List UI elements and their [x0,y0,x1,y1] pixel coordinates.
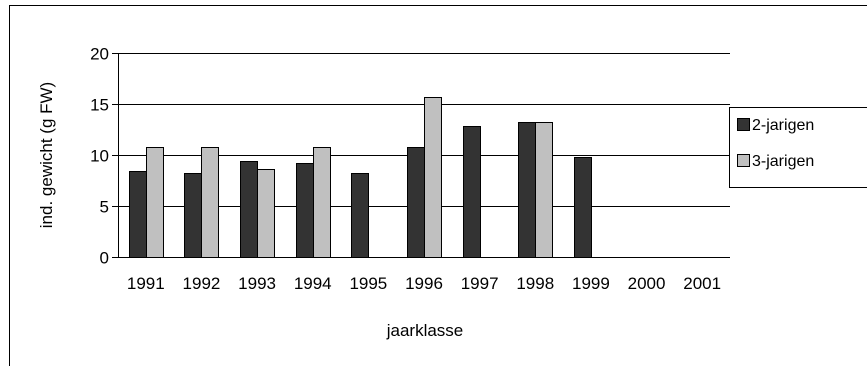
chart-area-border [9,5,867,366]
x-tick-label: 2001 [683,274,721,293]
y-axis-ticks: 0 5 10 15 20 [90,45,118,268]
x-tick-label: 2000 [628,274,666,293]
y-tick-label: 10 [90,147,109,166]
bar-2-jarigen-1995 [351,173,369,258]
legend-label-3-jarigen: 3-jarigen [752,153,814,170]
bar-3-jarigen-1991 [146,147,164,258]
bar-3-jarigen-1994 [313,147,331,258]
bar-3-jarigen-1992 [201,147,219,258]
x-tick-label: 1994 [294,274,332,293]
y-tick-label: 20 [90,45,109,64]
bar-2-jarigen-1999 [574,157,592,258]
x-tick-label: 1992 [183,274,221,293]
x-axis-tick-labels: 1991 1992 1993 1994 1995 1996 1997 1998 1999 2000… [127,274,721,293]
bar-2-jarigen-1991 [129,171,147,258]
legend-label-2-jarigen: 2-jarigen [752,117,814,134]
y-tick-label: 15 [90,96,109,115]
bar-3-jarigen-1996 [424,97,442,258]
x-axis-title: jaarklasse [386,321,464,340]
y-axis-title: ind. gewicht (g FW) [37,82,56,228]
y-tick-label: 0 [100,249,109,268]
x-tick-label: 1996 [405,274,443,293]
legend-box [729,107,867,188]
bar-2-jarigen-1998 [518,122,536,258]
legend-swatch-3-jarigen [737,154,750,167]
x-tick-label: 1999 [572,274,610,293]
bar-2-jarigen-1993 [240,161,258,258]
bar-2-jarigen-1994 [296,163,314,258]
legend: 2-jarigen 3-jarigen [729,107,867,188]
bars [129,97,592,258]
bar-3-jarigen-1993 [257,169,275,258]
y-tick-label: 5 [100,198,109,217]
bar-2-jarigen-1992 [184,173,202,258]
bar-2-jarigen-1996 [407,147,425,258]
x-tick-label: 1993 [238,274,276,293]
x-tick-label: 1995 [349,274,387,293]
bar-2-jarigen-1997 [463,126,481,258]
bar-3-jarigen-1998 [535,122,553,258]
x-tick-label: 1997 [461,274,499,293]
x-tick-label: 1991 [127,274,165,293]
legend-swatch-2-jarigen [737,118,750,131]
x-tick-label: 1998 [516,274,554,293]
